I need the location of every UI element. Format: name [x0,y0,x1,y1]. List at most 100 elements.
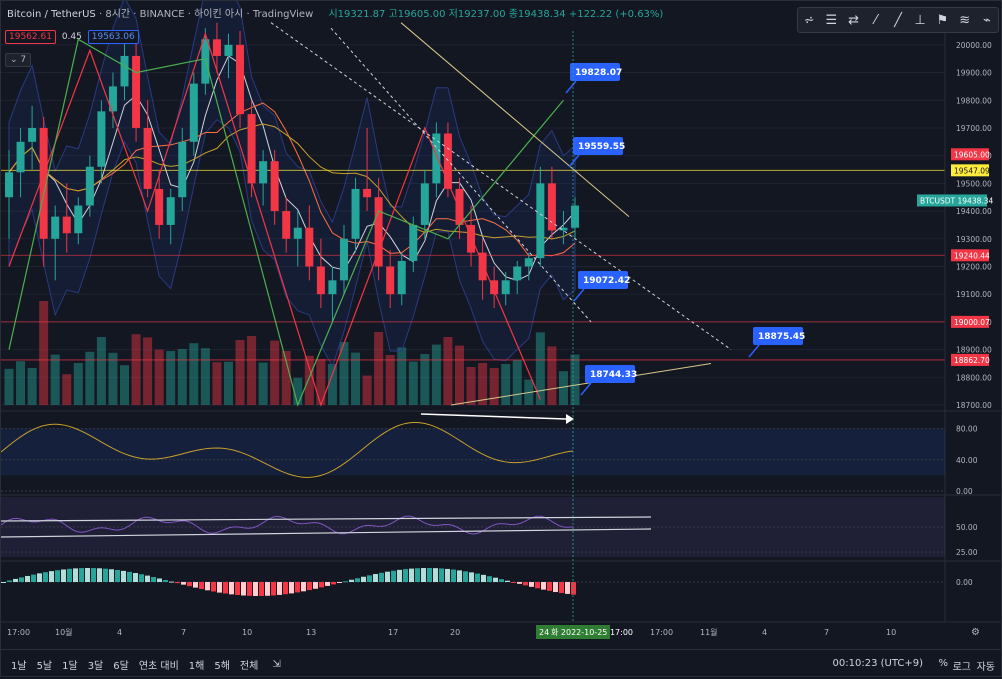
timeframe-button[interactable]: 6달 [113,661,129,672]
macd-histogram-bar [205,582,210,591]
timeframe-button[interactable]: 5해 [214,661,230,672]
macd-histogram-bar [97,568,102,582]
price-tick-label: 18800.00 [956,373,992,382]
pattern-icon[interactable]: ⚑ [936,12,949,28]
candle-body [62,216,71,234]
candle-body [443,133,452,189]
macd-histogram-bar [85,568,90,582]
timeframe-button[interactable]: 1해 [188,661,205,672]
ruler-icon[interactable]: ≋ [959,12,971,28]
candle-body [108,86,117,112]
price-tick-label: 19200.00 [956,262,992,271]
symbol-name[interactable]: Bitcoin / TetherUS [7,9,96,20]
auto-scale-button[interactable]: 자동 [976,662,995,673]
callout-pointer [565,80,577,94]
macd-histogram-bar [37,573,42,582]
macd-histogram-bar [499,579,504,582]
ask-price-button[interactable]: 19563.06 [87,30,139,44]
indicator-count: 7 [20,55,27,65]
volume-bar [420,354,430,405]
price-label-tag [951,148,989,161]
trend-line-icon[interactable]: ⇄ [848,12,859,28]
time-tick-label: 17 [388,628,398,637]
macd-histogram-bar [145,575,150,582]
timeframe-button[interactable]: 5날 [36,661,53,672]
candle-body [524,258,533,267]
price-tick-label: 18700.00 [956,401,992,410]
macd-histogram-bar [295,582,300,593]
time-tick-label: 7 [824,628,829,637]
macd-histogram-bar [277,582,282,595]
arrow-head-icon [566,414,574,424]
macd-histogram-bar [433,568,438,582]
macd-histogram-bar [265,582,270,596]
indicators-icon[interactable]: ⩫ [803,12,815,28]
volume-bar [570,354,580,405]
timeframe-button[interactable]: 3달 [87,661,104,672]
brush-icon[interactable]: ⁄ [874,12,877,28]
timeframe-button[interactable]: 연초 대비 [138,661,179,672]
candle-body [143,127,152,189]
callout-box [573,137,623,155]
stochastic-line [1,421,574,478]
bid-ask-widget: 19562.61 0.45 19563.06 [5,30,139,44]
candle-body [270,161,279,212]
timeframe-button[interactable]: 전체 [239,661,259,672]
utc-clock[interactable]: 00:10:23 (UTC+9) [832,658,923,669]
macd-histogram-bar [139,574,144,582]
rsi-tick-label: 50.00 [956,523,978,532]
time-tick-label: 10월 [55,627,73,637]
rsi-tick-label: 25.00 [956,548,978,557]
interval-label[interactable]: 8시간 [105,9,131,20]
macd-histogram-bar [481,574,486,582]
measure-icon[interactable]: ⌁ [982,12,991,28]
macd-histogram-bar [55,570,60,582]
macd-histogram-bar [535,582,540,589]
price-label-text: 19240.44 [954,251,990,260]
volume-bar [281,351,291,405]
percent-scale-button[interactable]: % [938,658,948,669]
horizontal-line-icon[interactable]: ☰ [825,12,838,28]
volume-bar [293,377,303,405]
candle-body [397,260,406,295]
timeframe-button[interactable]: 1달 [62,661,78,672]
price-chart[interactable]: 19828.07 19559.55 19072.42 18875.45 18744.33… [1,1,1002,649]
volume-bar [512,360,522,405]
candle-body [5,172,13,198]
time-tick-label: 4 [117,628,122,637]
bid-price-button[interactable]: 19562.61 [5,30,56,44]
volume-bar [27,368,37,405]
dashed-trend-line [330,27,592,323]
log-scale-button[interactable]: 로그 [952,662,971,673]
price-label-text: 19000.07 [954,318,990,327]
candle-body [432,133,441,184]
price-tick-label: 19100.00 [956,290,992,299]
time-tick-label: 13 [306,628,316,637]
timeframe-button[interactable]: 1날 [11,661,27,672]
candle-body [120,55,129,87]
callout-label: 19072.42 [583,276,630,286]
time-tick-label: 11월 [700,627,718,637]
macd-histogram-bar [541,582,546,590]
macd-histogram-bar [337,582,342,583]
long-position-icon[interactable]: ⊥ [914,12,926,28]
candle-body [467,224,476,253]
volume-bar [339,342,349,405]
source-label: TradingView [252,9,314,20]
macd-histogram-bar [235,582,240,596]
candle-body [212,39,221,56]
macd-histogram-bar [361,576,366,582]
price-tick-label: 19800.00 [956,96,992,105]
collapse-indicators-button[interactable]: ⌄ 7 [5,53,32,67]
goto-date-icon[interactable]: ⇲ [272,659,281,670]
flag-icon[interactable]: ╱ [894,12,902,28]
volume-bar [478,363,488,405]
support-line [450,362,712,406]
macd-histogram-bar [415,568,420,582]
time-tick-label: 17:00 [650,628,673,637]
bottom-toolbar: 1날 5날 1달 3달 6달 연초 대비 1해 5해 전체 ⇲ 00:10:23 (UTC+9)… [1,649,1002,679]
settings-gear-icon: ⚙ [971,627,980,638]
macd-histogram-bar [367,575,372,582]
macd-histogram-bar [19,577,24,582]
